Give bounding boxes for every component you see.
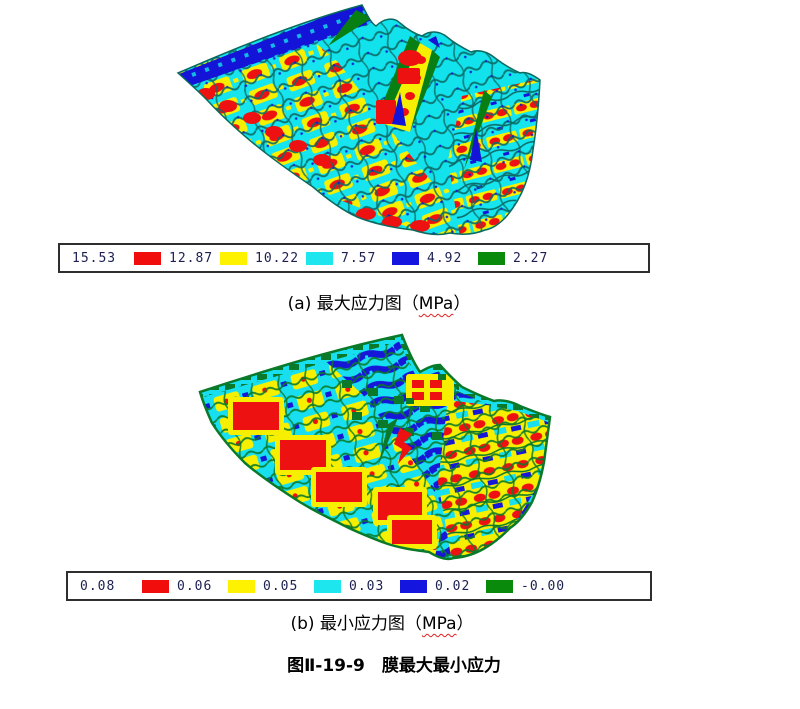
caption-a-unit: MPa: [418, 294, 454, 314]
legend-value: 0.03: [349, 578, 385, 594]
contour-a-outline: [176, 4, 541, 236]
legend-item: 0.02: [400, 579, 486, 594]
legend-swatch-blue: [400, 579, 427, 593]
legend-item: 2.27: [478, 251, 564, 266]
legend-item: 4.92: [392, 251, 478, 266]
legend-item: 12.87: [134, 251, 220, 266]
caption-b: (b) 最小应力图（MPa）: [0, 609, 764, 634]
contour-b-outline: [198, 333, 552, 561]
legend-value: 10.22: [255, 250, 300, 266]
red-blocks: [228, 397, 437, 549]
stress-contour-plot-a: [176, 4, 541, 236]
figure-title: 图Ⅱ-19-9 膜最大最小应力: [287, 656, 501, 676]
legend-swatch-cyan: [306, 251, 333, 265]
caption-a-close: ）: [453, 294, 471, 314]
stress-contour-plot-b: [198, 333, 552, 561]
caption-b-unit: MPa: [421, 614, 457, 634]
legend-swatch-yellow: [228, 579, 255, 593]
legend-item: 0.06: [142, 579, 228, 594]
caption-b-text: (b) 最小应力图（: [290, 614, 422, 634]
legend-value: 7.57: [341, 250, 377, 266]
legend-value: 2.27: [513, 250, 549, 266]
legend-swatch-green: [478, 251, 505, 265]
legend-min-stress: 0.08 0.06 0.05 0.03 0.02 -0.00: [66, 571, 652, 601]
legend-swatch-red: [142, 579, 169, 593]
legend-value: 0.05: [263, 578, 299, 594]
legend-swatch-red: [134, 251, 161, 265]
contour-a-graphics: [178, 5, 540, 235]
legend-max-stress: 15.53 12.87 10.22 7.57 4.92 2.27: [58, 243, 650, 273]
legend-item: 0.05: [228, 579, 314, 594]
legend-item: 7.57: [306, 251, 392, 266]
legend-item: 0.03: [314, 579, 400, 594]
legend-value: 0.06: [177, 578, 213, 594]
caption-a-text: (a) 最大应力图（: [287, 294, 419, 314]
legend-value: 0.02: [435, 578, 471, 594]
legend-swatch-cyan: [314, 579, 341, 593]
legend-swatch-blue: [392, 251, 419, 265]
legend-max-value: 0.08: [80, 578, 116, 594]
legend-item: -0.00: [486, 579, 572, 594]
legend-max-value: 15.53: [72, 250, 117, 266]
legend-item: 10.22: [220, 251, 306, 266]
legend-swatch-yellow: [220, 251, 247, 265]
caption-a: (a) 最大应力图（MPa）: [0, 289, 758, 314]
caption-b-close: ）: [456, 614, 474, 634]
legend-value: -0.00: [521, 578, 566, 594]
legend-swatch-green: [486, 579, 513, 593]
legend-value: 12.87: [169, 250, 214, 266]
legend-value: 4.92: [427, 250, 463, 266]
